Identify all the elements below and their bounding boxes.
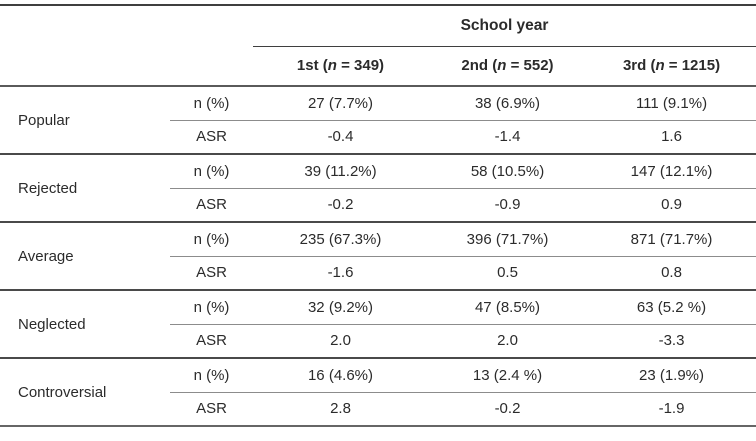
metric-label: n (%) (170, 290, 253, 325)
cell-value: -0.9 (428, 188, 587, 223)
cell-value: 16 (4.6%) (253, 358, 428, 393)
metric-label: ASR (170, 188, 253, 223)
metric-label: n (%) (170, 222, 253, 257)
cell-value: 2.0 (428, 324, 587, 359)
span-header-school-year: School year (253, 5, 756, 47)
italic-n: n (497, 57, 507, 75)
metric-label: ASR (170, 120, 253, 155)
row-label-popular: Popular (0, 86, 170, 155)
cell-value: -0.2 (428, 392, 587, 427)
cell-value: 1.6 (587, 120, 756, 155)
italic-n: n (655, 57, 665, 75)
column-header-1st: 1st (n = 349) (253, 46, 428, 87)
cell-value: 396 (71.7%) (428, 222, 587, 257)
cell-value: -3.3 (587, 324, 756, 359)
cell-value: 47 (8.5%) (428, 290, 587, 325)
cell-value: 63 (5.2 %) (587, 290, 756, 325)
column-header-text: 3rd ( (622, 57, 656, 75)
column-header-2nd: 2nd (n = 552) (428, 46, 587, 87)
column-header-text: = 552) (506, 57, 554, 75)
cell-value: 147 (12.1%) (587, 154, 756, 189)
row-label-controversial: Controversial (0, 358, 170, 427)
metric-label: ASR (170, 256, 253, 291)
cell-value: 58 (10.5%) (428, 154, 587, 189)
cell-value: -1.6 (253, 256, 428, 291)
cell-value: 0.5 (428, 256, 587, 291)
cell-value: 23 (1.9%) (587, 358, 756, 393)
row-label-average: Average (0, 222, 170, 291)
metric-label: n (%) (170, 154, 253, 189)
cell-value: 0.8 (587, 256, 756, 291)
cell-value: -0.2 (253, 188, 428, 223)
column-header-text: 1st ( (296, 57, 328, 75)
cell-value: -1.4 (428, 120, 587, 155)
cell-value: 235 (67.3%) (253, 222, 428, 257)
cell-value: -0.4 (253, 120, 428, 155)
sociometric-status-table: School year 1st (n = 349) 2nd (n = 552) … (0, 4, 756, 427)
row-label-rejected: Rejected (0, 154, 170, 223)
cell-value: 39 (11.2%) (253, 154, 428, 189)
row-label-neglected: Neglected (0, 290, 170, 359)
cell-value: 111 (9.1%) (587, 86, 756, 121)
cell-value: 13 (2.4 %) (428, 358, 587, 393)
metric-label: ASR (170, 392, 253, 427)
metric-label: ASR (170, 324, 253, 359)
cell-value: 32 (9.2%) (253, 290, 428, 325)
cell-value: 27 (7.7%) (253, 86, 428, 121)
column-header-text: 2nd ( (461, 57, 498, 75)
blank-cell (170, 5, 253, 46)
blank-cell (0, 46, 170, 87)
blank-cell (0, 5, 170, 46)
metric-label: n (%) (170, 358, 253, 393)
italic-n: n (327, 57, 337, 75)
column-header-text: = 1215) (664, 57, 721, 75)
cell-value: 2.8 (253, 392, 428, 427)
blank-cell (170, 46, 253, 87)
cell-value: -1.9 (587, 392, 756, 427)
metric-label: n (%) (170, 86, 253, 121)
column-header-3rd: 3rd (n = 1215) (587, 46, 756, 87)
cell-value: 871 (71.7%) (587, 222, 756, 257)
cell-value: 38 (6.9%) (428, 86, 587, 121)
cell-value: 0.9 (587, 188, 756, 223)
cell-value: 2.0 (253, 324, 428, 359)
column-header-text: = 349) (336, 57, 385, 75)
